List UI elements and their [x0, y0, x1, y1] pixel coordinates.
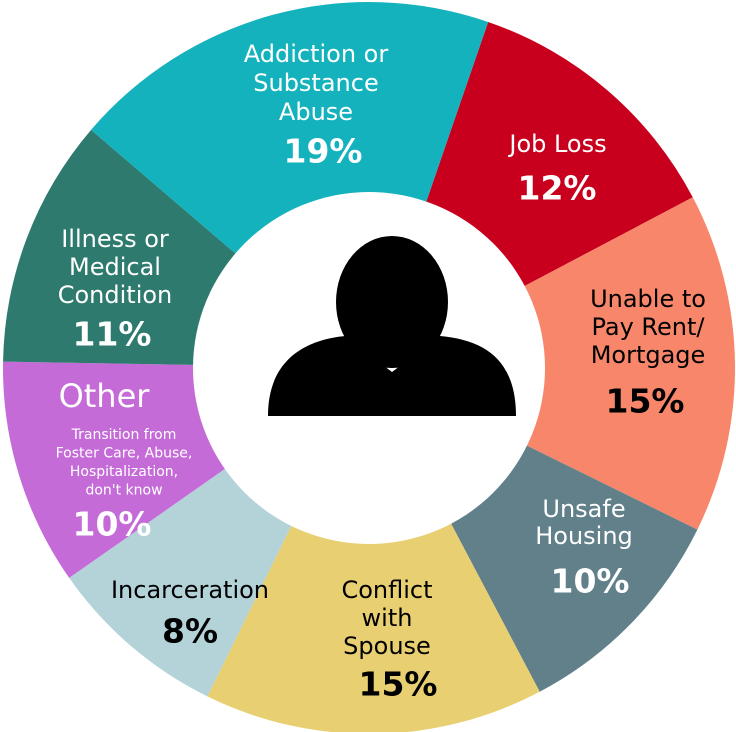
donut-segment	[69, 465, 294, 697]
donut-segment	[448, 443, 698, 692]
segment-label: Job Loss	[507, 130, 606, 158]
segment-label: Unsafe Housing	[535, 495, 633, 550]
value-label: 12%	[518, 169, 597, 208]
value-label: 19%	[284, 132, 363, 171]
segment-label: Unable to Pay Rent/Mortgage	[590, 285, 706, 369]
segment-label: Incarceration	[111, 576, 269, 604]
donut-segment	[424, 21, 693, 289]
segment-label: Addiction or Substance Abuse	[244, 40, 389, 126]
annotation: Transition from Foster Care, Abuse, Hospit…	[56, 427, 193, 499]
value-label: 15%	[359, 665, 438, 704]
segment-label: Conflict with Spouse	[341, 576, 432, 660]
value-label: 15%	[606, 382, 685, 421]
donut-segment	[3, 361, 230, 578]
donut-segment	[519, 197, 735, 530]
value-label: 10%	[73, 505, 152, 544]
value-label: 11%	[73, 315, 152, 354]
donut-segment	[207, 518, 540, 732]
person-icon	[268, 236, 516, 416]
value-label: 8%	[162, 612, 218, 651]
value-label: 10%	[551, 562, 630, 601]
segment-label: Illness or Medical Condition	[58, 225, 173, 309]
donut-segment	[3, 129, 240, 366]
segment-label: Other	[59, 377, 151, 415]
